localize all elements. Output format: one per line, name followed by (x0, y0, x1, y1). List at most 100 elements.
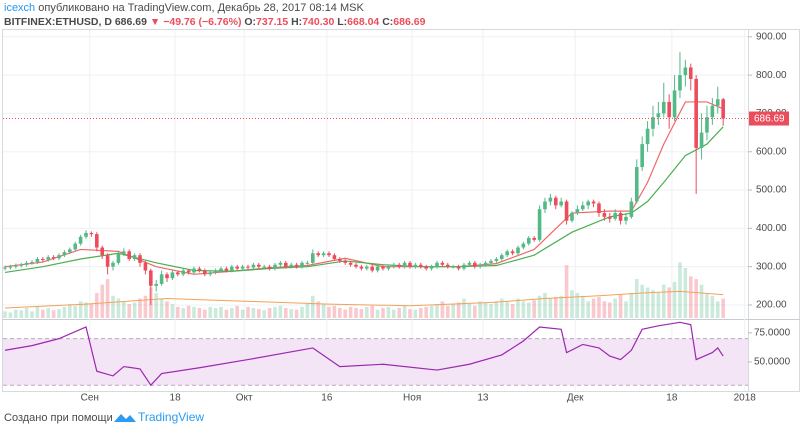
volume-bar (580, 295, 585, 318)
volume-bar (208, 306, 213, 318)
candle-body (391, 264, 396, 267)
candle-body (343, 260, 347, 263)
candle-body (532, 237, 536, 240)
volume-bar (505, 301, 509, 318)
candle-body (705, 117, 709, 133)
y-tick-label: 200.00 (756, 300, 787, 311)
volume-bar (586, 301, 590, 318)
volume-bar (618, 294, 623, 318)
volume-bar (84, 302, 88, 318)
volume-bar (645, 287, 650, 318)
candle-body (197, 268, 202, 271)
ohlc-value: 668.04 (347, 16, 379, 28)
volume-bar (570, 290, 574, 318)
volume-bar (213, 308, 218, 318)
rsi-line (4, 321, 724, 387)
candle-body (591, 201, 596, 204)
candle-body (321, 253, 326, 256)
volume-bar (176, 306, 180, 318)
ohlc-value: 737.15 (256, 16, 288, 28)
candle-body (262, 266, 267, 268)
volume-bar (343, 309, 347, 318)
candle-body (283, 262, 288, 267)
candle-body (618, 213, 623, 221)
volume-bar (672, 281, 677, 318)
candle-body (84, 232, 88, 237)
volume-bar (526, 302, 531, 318)
volume-bar (122, 301, 126, 318)
candle-body (672, 90, 677, 118)
volume-bar (257, 309, 261, 318)
volume-bar (381, 308, 385, 318)
volume-bar (138, 298, 142, 318)
volume-bar (472, 305, 477, 318)
volume-bar (30, 311, 34, 318)
candle-body (521, 243, 526, 248)
volume-bar (478, 301, 482, 318)
volume-bar (165, 301, 169, 318)
plot: Сен 18 Окт 16 Ноя 13 Дек 18 2018 200.00 300.00 400.… (3, 30, 791, 404)
volume-bar (483, 302, 488, 318)
volume-bar (418, 308, 423, 318)
candle-body (451, 266, 455, 268)
volume-bar (143, 295, 148, 318)
volume-bar (499, 298, 504, 318)
volume-bar (3, 311, 7, 318)
candle-body (386, 266, 391, 269)
candle-body (710, 105, 715, 118)
candle-body (278, 262, 283, 265)
volume-bar (591, 298, 596, 318)
candle-body (645, 128, 650, 145)
candle-body (78, 236, 83, 244)
volume-bar (397, 308, 401, 318)
volume-bar (699, 284, 704, 318)
candle-body (381, 266, 385, 269)
volume-bar (154, 293, 159, 318)
candle-body (24, 262, 29, 265)
candle-body (575, 209, 580, 214)
candle-body (224, 268, 229, 271)
volume-bar (41, 309, 45, 318)
candle-body (364, 266, 369, 269)
candle-body (30, 262, 34, 264)
volume-bar (51, 310, 56, 318)
candle-body (543, 201, 547, 210)
volume-bar (68, 304, 72, 318)
candle-body (548, 197, 553, 202)
volume-bar (386, 306, 391, 318)
candle-body (483, 262, 488, 265)
volume-bar (597, 296, 601, 318)
volume-bar (462, 298, 466, 318)
candle-body (111, 262, 115, 267)
candle-body (41, 259, 45, 261)
y-tick-label: 300.00 (756, 261, 787, 272)
candle-body (651, 117, 655, 129)
volume-bar (230, 308, 234, 318)
candle-body (127, 251, 132, 260)
candle-body (694, 78, 698, 148)
candle-body (597, 203, 601, 214)
volume-bar (186, 305, 191, 318)
candle-body (149, 270, 153, 286)
candle-body (327, 253, 331, 256)
volume-bar (456, 302, 461, 318)
volume-bar (159, 298, 164, 318)
candle-body (602, 213, 607, 217)
volume-bar (359, 309, 364, 318)
candle-body (570, 213, 574, 221)
candle-body (273, 264, 277, 269)
volume-bar (8, 312, 13, 318)
volume-bar (667, 287, 671, 318)
candle-body (640, 144, 644, 168)
volume-ma (4, 290, 724, 309)
candle-body (683, 67, 688, 76)
volume-bar (521, 301, 526, 318)
volume-bar (489, 304, 493, 318)
candle-body (516, 247, 520, 254)
volume-bar (305, 304, 310, 318)
candle-body (132, 255, 137, 260)
volume-bar (413, 309, 418, 318)
candle-body (375, 266, 380, 271)
candle-body (472, 262, 477, 267)
